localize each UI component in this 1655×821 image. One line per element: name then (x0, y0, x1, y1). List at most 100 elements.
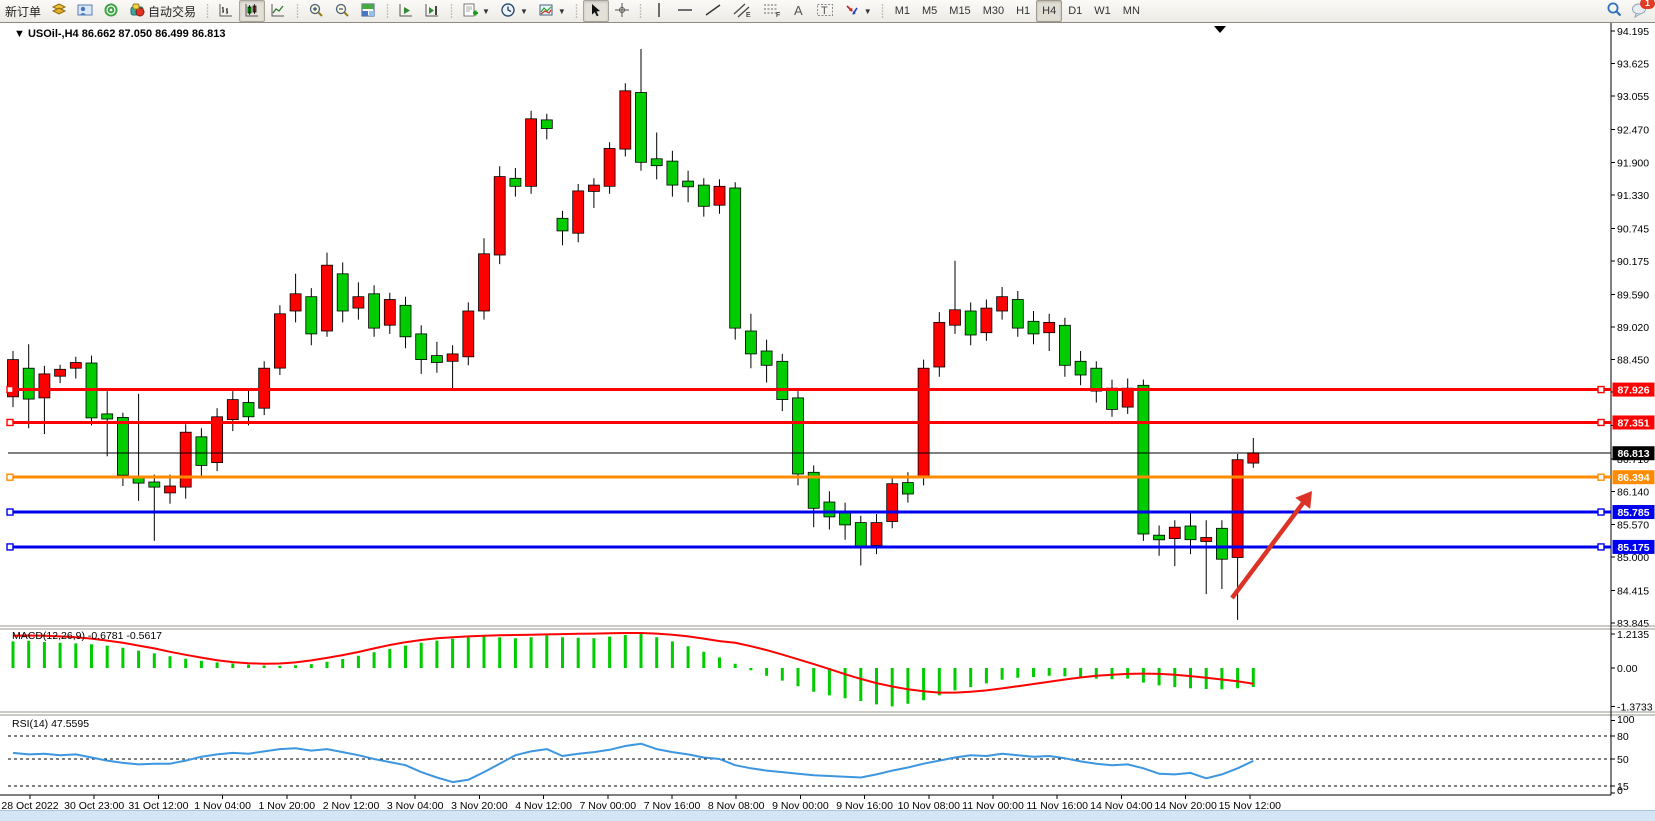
trendline-button[interactable] (699, 0, 727, 22)
toolbar-grip (574, 3, 579, 19)
new-chart-button[interactable]: ▼ (457, 0, 495, 22)
candle (745, 330, 757, 355)
time-tick-label: 9 Nov 00:00 (772, 800, 829, 812)
svg-text:F: F (776, 12, 780, 18)
equidistant-channel-button[interactable]: E (727, 0, 757, 22)
autotrading-button[interactable]: 自动交易 (124, 0, 201, 22)
data-window-button[interactable] (72, 0, 98, 22)
price-tick-label: 91.330 (1617, 190, 1649, 202)
new-order-button[interactable]: 新订单 (0, 0, 46, 22)
trend-arrow-head[interactable] (1295, 491, 1312, 509)
news-icon (1631, 3, 1649, 21)
candlestick-chart-icon (244, 2, 260, 21)
candle (1216, 527, 1228, 560)
autotrading-icon (129, 2, 145, 21)
candle (462, 310, 475, 358)
fibonacci-button[interactable]: F (757, 0, 787, 22)
cursor-icon (588, 2, 604, 21)
price-tick-label: 93.625 (1617, 59, 1649, 71)
line-anchor[interactable] (6, 543, 14, 551)
chart-window[interactable]: 94.195 93.625 93.055 92.470 91.900 91.330 90.7… (0, 22, 1655, 812)
candle (179, 431, 192, 488)
signals-button[interactable] (98, 0, 124, 22)
macd-signal-line (12, 632, 1254, 694)
arrows-button[interactable]: ▼ (839, 0, 877, 22)
price-tick-label: 89.020 (1617, 322, 1649, 334)
candlestick-chart-button[interactable] (239, 0, 266, 22)
timeframe-M1[interactable]: M1 (894, 5, 910, 17)
chart-shift-button[interactable] (419, 0, 445, 22)
line-chart-button[interactable] (265, 0, 291, 22)
candle (1153, 534, 1165, 541)
periods-button[interactable]: ▼ (495, 0, 533, 22)
bar-chart-button[interactable] (213, 0, 239, 22)
price-label-box (1612, 505, 1655, 520)
rsi-tick-label: 15 (1617, 781, 1629, 793)
templates-button[interactable]: ▼ (533, 0, 571, 22)
trend-arrow[interactable] (1230, 497, 1308, 600)
candle (226, 399, 239, 421)
macd-tick-label: 1.2135 (1617, 629, 1649, 641)
zoom-in-button[interactable] (303, 0, 329, 22)
time-tick-label: 1 Nov 20:00 (258, 800, 315, 812)
candle (1137, 384, 1150, 535)
timeframe-H1[interactable]: H1 (1016, 5, 1031, 17)
candle (38, 373, 51, 399)
price-tick-label: 91.900 (1617, 157, 1649, 169)
timeframe-W1[interactable]: W1 (1094, 5, 1111, 17)
line-anchor[interactable] (1597, 385, 1605, 394)
time-tick-label: 31 Oct 12:00 (128, 800, 188, 812)
cursor-button[interactable] (582, 0, 609, 22)
market-watch-button[interactable] (46, 0, 72, 22)
bar-chart-icon (218, 2, 234, 21)
line-anchor[interactable] (1597, 418, 1605, 427)
candle (572, 190, 585, 234)
time-tick-label: 3 Nov 04:00 (387, 800, 444, 812)
timeframe-M15[interactable]: M15 (949, 5, 971, 17)
line-anchor[interactable] (1597, 543, 1605, 551)
dropdown-arrow-icon: ▼ (863, 6, 872, 16)
line-anchor[interactable] (1597, 508, 1605, 516)
timeframe-H4[interactable]: H4 (1036, 0, 1063, 22)
candle (305, 296, 318, 335)
price-label-box (1612, 415, 1655, 430)
line-anchor[interactable] (6, 385, 14, 394)
timeframe-M5[interactable]: M5 (922, 5, 938, 17)
line-anchor[interactable] (1597, 473, 1605, 481)
crosshair-icon (614, 2, 630, 21)
rsi-tick-label: 80 (1617, 731, 1629, 743)
timeframe-MN[interactable]: MN (1122, 5, 1140, 17)
timeframe-M30[interactable]: M30 (982, 5, 1005, 17)
svg-text:E: E (746, 12, 751, 18)
horizontal-line-button[interactable] (671, 0, 699, 22)
price-tick-label: 90.745 (1617, 223, 1649, 235)
tile-windows-button[interactable] (355, 0, 381, 22)
candle (368, 293, 381, 329)
candle (132, 477, 145, 484)
vertical-line-button[interactable] (647, 0, 671, 22)
line-anchor[interactable] (6, 418, 14, 427)
candle (980, 307, 993, 334)
zoom-out-button[interactable] (329, 0, 355, 22)
chart-shift-marker[interactable] (1214, 26, 1226, 33)
rsi-line (12, 742, 1254, 784)
crosshair-button[interactable] (609, 0, 635, 22)
timeframe-D1[interactable]: D1 (1068, 5, 1083, 17)
candle (321, 264, 333, 332)
toolbar: 新订单 自动交易 ▼ ▼ ▼ E F A T ▼ M1 M5 M15 M30 H1 H4 D… (0, 0, 1655, 23)
label-button[interactable]: T (811, 0, 839, 22)
news-button[interactable]: 1 (1631, 0, 1655, 21)
candle (854, 522, 867, 548)
text-button[interactable]: A (787, 0, 811, 22)
rsi-label: RSI(14) 47.5595 (12, 718, 89, 730)
auto-scroll-button[interactable] (393, 0, 419, 22)
news-badge: 1 (1640, 0, 1655, 9)
chart-canvas[interactable]: 94.195 93.625 93.055 92.470 91.900 91.330 90.7… (0, 23, 1655, 812)
candle (760, 350, 773, 366)
line-anchor[interactable] (6, 473, 14, 481)
search-icon[interactable] (1606, 1, 1623, 21)
toolbar-grip (205, 3, 210, 19)
data-window-icon (77, 2, 93, 21)
line-anchor[interactable] (6, 508, 14, 516)
candle (1011, 299, 1024, 329)
